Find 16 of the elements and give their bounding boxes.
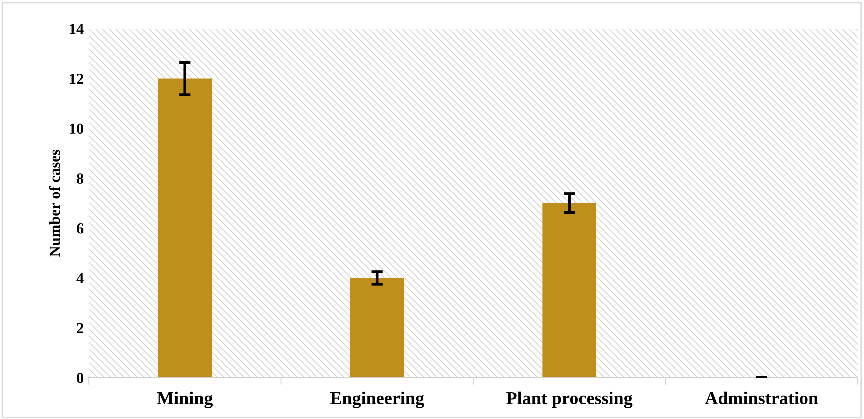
bar — [350, 278, 404, 378]
x-tick-label: Mining — [157, 392, 214, 408]
y-tick-label: 12 — [70, 74, 84, 84]
y-axis-title: Number of cases — [49, 150, 60, 257]
x-tick-label: Plant processing — [506, 392, 633, 408]
y-tick-label: 10 — [70, 124, 84, 134]
y-tick-label: 6 — [77, 224, 84, 234]
x-tick-label: Adminstration — [705, 392, 818, 405]
y-tick-label: 8 — [77, 174, 84, 184]
y-tick-label: 2 — [77, 323, 84, 334]
y-tick-label: 14 — [70, 24, 84, 34]
y-tick-label: 4 — [76, 273, 84, 284]
bar — [542, 203, 597, 378]
x-tick-label: Engineering — [330, 392, 424, 408]
y-tick-label: 0 — [77, 373, 84, 384]
bar — [158, 78, 212, 378]
